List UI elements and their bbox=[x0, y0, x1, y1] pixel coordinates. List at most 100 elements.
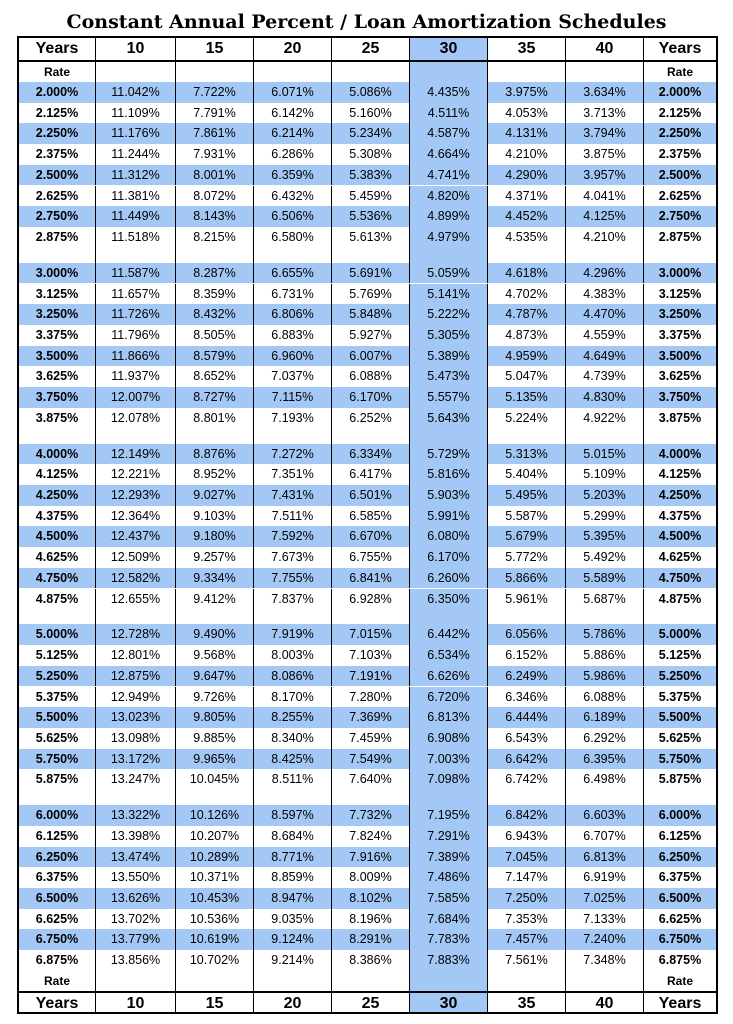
value-cell: 8.170% bbox=[254, 686, 332, 708]
table-row: 3.000% 11.587% 8.287% 6.655% 5.691% 5.059% 4.6… bbox=[19, 262, 716, 284]
value-cell: 6.346% bbox=[488, 686, 566, 708]
value-cell: 10.453% bbox=[176, 888, 254, 909]
value-cell: 6.928% bbox=[332, 588, 410, 610]
value-cell: 13.172% bbox=[96, 748, 176, 770]
value-cell: 4.296% bbox=[566, 262, 644, 284]
rate-cell: 6.875% bbox=[658, 953, 702, 968]
value-cell: 5.135% bbox=[488, 387, 566, 408]
rate-cell: 5.500% bbox=[19, 707, 96, 728]
rate-cell: 4.375% bbox=[658, 508, 702, 523]
table-row: 5.500% 13.023% 9.805% 8.255% 7.369% 6.813% 6.4… bbox=[19, 707, 716, 728]
value-cell: 8.652% bbox=[176, 366, 254, 387]
rate-cell: 2.875% bbox=[19, 226, 96, 248]
value-cell: 3.875% bbox=[566, 144, 644, 165]
rate-cell: 3.250% bbox=[658, 307, 702, 322]
empty-cell bbox=[644, 790, 716, 805]
empty-cell bbox=[96, 428, 176, 444]
value-cell: 7.291% bbox=[410, 825, 488, 847]
value-cell: 5.059% bbox=[410, 262, 488, 284]
value-cell: 10.619% bbox=[176, 929, 254, 951]
value-cell: 4.210% bbox=[488, 144, 566, 165]
value-cell: 6.088% bbox=[566, 686, 644, 708]
empty-cell bbox=[254, 62, 332, 82]
empty-cell bbox=[96, 62, 176, 82]
value-cell: 4.470% bbox=[566, 304, 644, 325]
rate-cell: 6.375% bbox=[658, 870, 702, 885]
value-cell: 7.195% bbox=[410, 805, 488, 826]
table-row: 4.375% 12.364% 9.103% 7.511% 6.585% 5.991% 5.5… bbox=[19, 505, 716, 527]
value-cell: 12.582% bbox=[96, 567, 176, 589]
value-cell: 9.180% bbox=[176, 526, 254, 548]
value-cell: 5.222% bbox=[410, 304, 488, 325]
value-cell: 13.474% bbox=[96, 846, 176, 868]
value-cell: 9.805% bbox=[176, 707, 254, 728]
value-cell: 7.837% bbox=[254, 588, 332, 610]
value-cell: 5.389% bbox=[410, 345, 488, 367]
rate-cell: 4.000% bbox=[658, 446, 702, 461]
value-cell: 5.495% bbox=[488, 485, 566, 506]
value-cell: 5.299% bbox=[566, 505, 644, 527]
value-cell: 8.727% bbox=[176, 387, 254, 408]
rate-label: Rate bbox=[19, 970, 96, 991]
value-cell: 6.142% bbox=[254, 102, 332, 124]
value-cell: 7.919% bbox=[254, 624, 332, 646]
rate-cell: 4.125% bbox=[19, 464, 96, 485]
value-cell: 13.098% bbox=[96, 727, 176, 749]
value-cell: 7.684% bbox=[410, 908, 488, 930]
value-cell: 5.643% bbox=[410, 407, 488, 429]
rate-cell: 3.500% bbox=[19, 345, 96, 367]
value-cell: 11.937% bbox=[96, 366, 176, 387]
value-cell: 6.603% bbox=[566, 805, 644, 826]
value-cell: 4.820% bbox=[410, 185, 488, 207]
header-cell: Years bbox=[19, 992, 96, 1012]
rate-cell: 6.250% bbox=[19, 846, 96, 868]
rate-cell: 6.250% bbox=[658, 849, 702, 864]
value-cell: 5.047% bbox=[488, 366, 566, 387]
value-cell: 7.193% bbox=[254, 407, 332, 429]
value-cell: 4.131% bbox=[488, 123, 566, 145]
rate-cell: 5.125% bbox=[658, 648, 702, 663]
value-cell: 8.511% bbox=[254, 769, 332, 790]
header-cell: 20 bbox=[254, 992, 332, 1012]
value-cell: 7.673% bbox=[254, 547, 332, 568]
empty-cell bbox=[332, 428, 410, 444]
value-cell: 11.244% bbox=[96, 144, 176, 165]
group-spacer bbox=[19, 247, 716, 263]
value-cell: 8.086% bbox=[254, 665, 332, 687]
rate-cell: 2.375% bbox=[19, 144, 96, 165]
rate-cell: 6.750% bbox=[19, 929, 96, 951]
value-cell: 8.859% bbox=[254, 867, 332, 888]
value-cell: 5.816% bbox=[410, 464, 488, 485]
rate-cell: 6.125% bbox=[19, 825, 96, 847]
rate-cell: 4.875% bbox=[19, 588, 96, 610]
table-row: 3.250% 11.726% 8.432% 6.806% 5.848% 5.222% 4.7… bbox=[19, 304, 716, 325]
rate-cell: 4.500% bbox=[19, 526, 96, 548]
rate-cell: 6.875% bbox=[19, 950, 96, 971]
value-cell: 11.176% bbox=[96, 123, 176, 145]
value-cell: 8.196% bbox=[332, 908, 410, 930]
value-cell: 6.214% bbox=[254, 123, 332, 145]
value-cell: 7.280% bbox=[332, 686, 410, 708]
value-cell: 5.961% bbox=[488, 588, 566, 610]
value-cell: 12.293% bbox=[96, 485, 176, 506]
rate-cell: 4.625% bbox=[658, 550, 702, 565]
empty-cell bbox=[96, 790, 176, 806]
rate-cell: 6.125% bbox=[658, 828, 702, 843]
table-row: 4.250% 12.293% 9.027% 7.431% 6.501% 5.903% 5.4… bbox=[19, 485, 716, 506]
value-cell: 6.534% bbox=[410, 645, 488, 666]
rate-cell: 5.625% bbox=[658, 730, 702, 745]
empty-cell bbox=[96, 609, 176, 625]
table-row: 6.750% 13.779% 10.619% 9.124% 8.291% 7.783% 7.… bbox=[19, 929, 716, 951]
value-cell: 6.731% bbox=[254, 283, 332, 305]
value-cell: 6.334% bbox=[332, 443, 410, 465]
value-cell: 7.585% bbox=[410, 888, 488, 909]
rate-cell: 6.625% bbox=[19, 908, 96, 930]
table-row: 5.000% 12.728% 9.490% 7.919% 7.015% 6.442% 6.0… bbox=[19, 624, 716, 646]
table-row: 4.500% 12.437% 9.180% 7.592% 6.670% 6.080% 5.6… bbox=[19, 526, 716, 548]
value-cell: 9.412% bbox=[176, 588, 254, 610]
empty-cell bbox=[176, 790, 254, 806]
value-cell: 10.289% bbox=[176, 846, 254, 868]
value-cell: 7.351% bbox=[254, 464, 332, 485]
value-cell: 7.783% bbox=[410, 929, 488, 951]
table-row: 6.375% 13.550% 10.371% 8.859% 8.009% 7.486% 7.… bbox=[19, 867, 716, 888]
